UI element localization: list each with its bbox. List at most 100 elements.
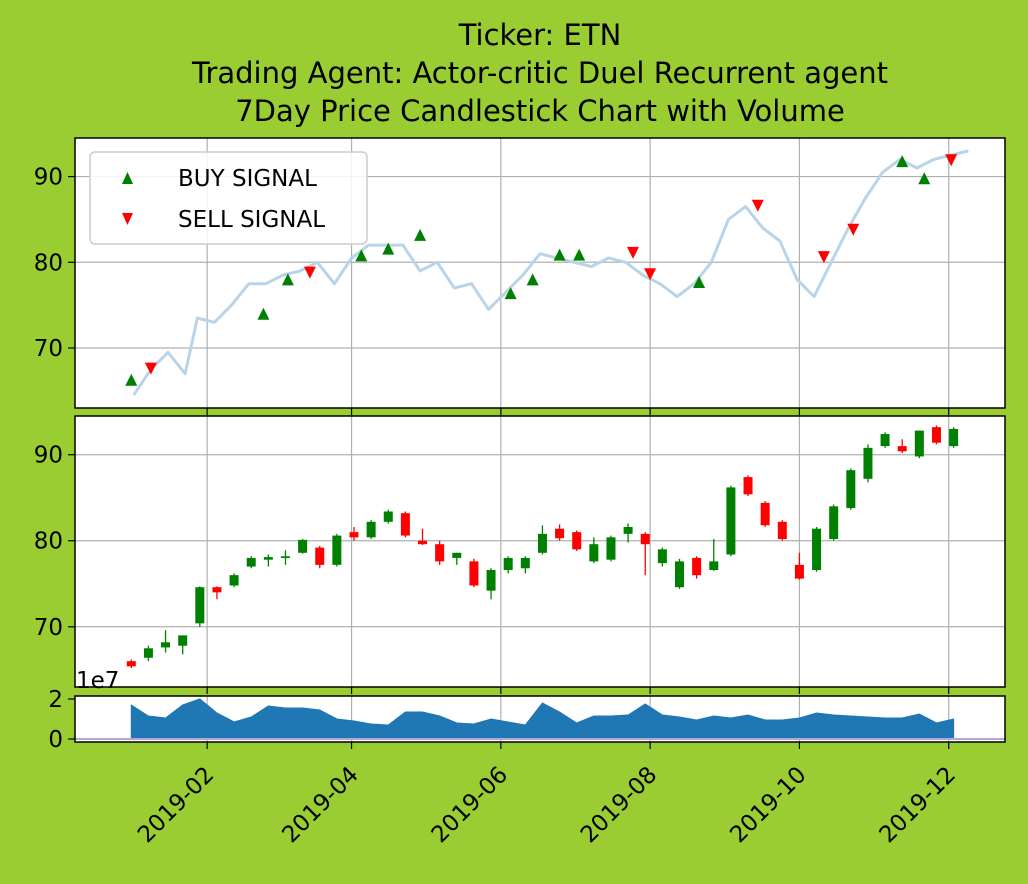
candle-up bbox=[503, 557, 513, 570]
candle-up bbox=[657, 549, 667, 564]
candle-y-ticks: 70 80 90 bbox=[34, 443, 75, 641]
candle-down bbox=[349, 532, 359, 538]
candle-up bbox=[178, 635, 188, 646]
candle-up bbox=[623, 526, 633, 534]
candle-up bbox=[486, 569, 496, 591]
candle-down bbox=[794, 564, 804, 579]
candle-up bbox=[812, 528, 822, 570]
candle-down bbox=[126, 661, 136, 667]
y-tick-label: 80 bbox=[34, 250, 63, 276]
buy-signal-marker bbox=[281, 273, 294, 286]
candle-up bbox=[229, 575, 239, 586]
candle-down bbox=[212, 587, 222, 593]
volume-panel: 02 1e7 bbox=[48, 668, 1006, 753]
candle-up bbox=[709, 561, 719, 570]
candle-down bbox=[572, 532, 582, 550]
volume-frame bbox=[74, 695, 1006, 743]
sell-signal-marker bbox=[144, 362, 157, 375]
candle-down bbox=[640, 533, 650, 545]
title-line-ticker: Ticker: ETN bbox=[458, 18, 622, 52]
volume-scale-label: 1e7 bbox=[76, 668, 119, 694]
legend-sell-marker bbox=[122, 213, 133, 225]
buy-signal-marker bbox=[693, 276, 706, 288]
candle-up bbox=[726, 487, 736, 555]
candle-up bbox=[589, 544, 599, 562]
title-line-agent: Trading Agent: Actor-critic Duel Recurre… bbox=[191, 56, 888, 90]
candle-grid bbox=[75, 416, 1005, 694]
price-series-line bbox=[132, 149, 969, 396]
candle-up bbox=[195, 587, 205, 624]
candle-up bbox=[366, 521, 376, 538]
buy-signal-marker bbox=[896, 155, 909, 168]
candle-down bbox=[418, 540, 428, 545]
sell-signal-marker bbox=[303, 266, 316, 279]
legend: BUY SIGNAL SELL SIGNAL bbox=[89, 151, 368, 245]
candle-down bbox=[469, 561, 479, 586]
buy-signal-marker bbox=[573, 248, 586, 261]
y-tick-label: 2 bbox=[48, 687, 63, 713]
signal-markers bbox=[125, 154, 958, 386]
candle-up bbox=[161, 642, 171, 648]
x-tick-label: 2019-02 bbox=[133, 762, 219, 848]
candles bbox=[126, 425, 959, 669]
price-y-ticks: 70 80 90 bbox=[34, 165, 75, 362]
sell-signal-marker bbox=[847, 223, 860, 236]
x-tick-label: 2019-10 bbox=[725, 762, 811, 848]
sell-signal-marker bbox=[644, 268, 657, 281]
candle-down bbox=[555, 528, 565, 539]
candle-up bbox=[263, 557, 273, 560]
candle-up bbox=[880, 434, 890, 447]
buy-signal-marker bbox=[918, 172, 931, 185]
candle-down bbox=[743, 477, 753, 495]
buy-signal-marker bbox=[526, 273, 539, 286]
candle-down bbox=[435, 544, 445, 562]
buy-signal-marker bbox=[504, 287, 517, 300]
y-tick-label: 80 bbox=[34, 529, 63, 555]
volume-y-ticks: 02 bbox=[48, 687, 75, 753]
buy-signal-marker bbox=[355, 249, 368, 262]
candle-down bbox=[931, 427, 941, 443]
candle-down bbox=[777, 521, 787, 540]
candle-frame bbox=[74, 415, 1006, 688]
price-frame bbox=[74, 137, 1006, 409]
candle-up bbox=[280, 556, 290, 558]
sell-signal-marker bbox=[945, 154, 958, 167]
y-tick-label: 90 bbox=[34, 443, 63, 469]
buy-signal-marker bbox=[382, 242, 395, 255]
candle-up bbox=[298, 539, 308, 553]
candle-up bbox=[829, 506, 839, 540]
candle-up bbox=[606, 537, 616, 560]
sell-signal-marker bbox=[751, 199, 764, 212]
candlestick-panel: 70 80 90 bbox=[34, 415, 1006, 694]
title-line-description: 7Day Price Candlestick Chart with Volume bbox=[235, 94, 845, 128]
candle-down bbox=[897, 446, 907, 452]
candle-up bbox=[863, 447, 873, 479]
buy-signal-marker bbox=[553, 248, 566, 261]
candle-up bbox=[332, 535, 342, 565]
price-line bbox=[132, 149, 969, 396]
legend-box bbox=[89, 151, 368, 245]
candle-up bbox=[383, 511, 393, 522]
y-tick-label: 70 bbox=[34, 336, 63, 362]
candle-up bbox=[452, 552, 462, 558]
candle-down bbox=[315, 547, 325, 565]
candle-up bbox=[675, 561, 684, 588]
sell-signal-marker bbox=[627, 246, 639, 259]
legend-buy-marker bbox=[122, 172, 133, 184]
candle-up bbox=[520, 557, 530, 569]
buy-signal-marker bbox=[125, 373, 138, 386]
candle-down bbox=[400, 513, 410, 536]
legend-buy-label: BUY SIGNAL bbox=[178, 166, 317, 192]
candle-up bbox=[949, 428, 959, 447]
volume-area-fill bbox=[130, 698, 955, 740]
y-tick-label: 0 bbox=[48, 727, 63, 753]
candle-up bbox=[846, 470, 856, 509]
x-tick-label: 2019-04 bbox=[277, 762, 363, 848]
y-tick-label: 90 bbox=[34, 165, 63, 191]
buy-signal-marker bbox=[257, 307, 270, 320]
chart-title: Ticker: ETN Trading Agent: Actor-critic … bbox=[191, 18, 888, 128]
x-axis-ticks: 2019-02 2019-04 2019-06 2019-08 2019-10 2019-… bbox=[133, 762, 961, 848]
x-tick-label: 2019-08 bbox=[576, 762, 662, 848]
volume-area bbox=[75, 698, 1005, 740]
candle-down bbox=[760, 502, 770, 526]
